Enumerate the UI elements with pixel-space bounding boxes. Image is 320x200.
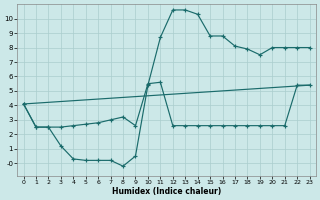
X-axis label: Humidex (Indice chaleur): Humidex (Indice chaleur) xyxy=(112,187,221,196)
